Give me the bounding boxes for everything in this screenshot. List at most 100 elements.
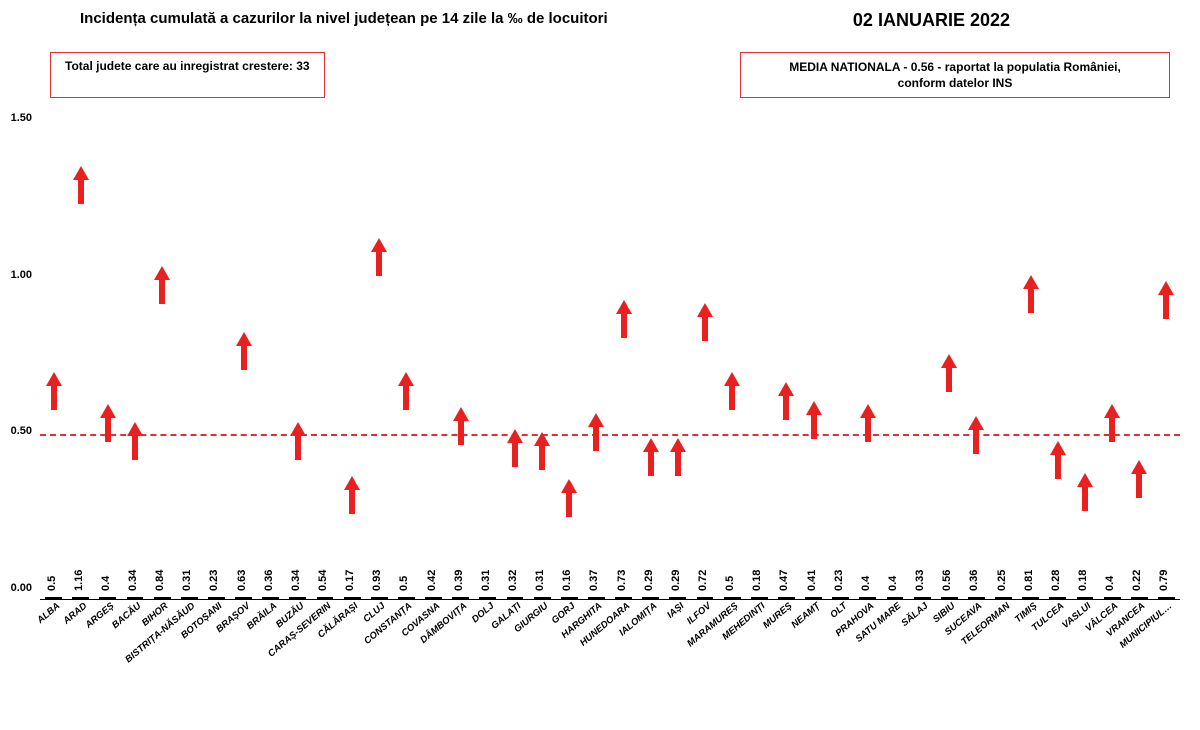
y-tick-label: 0.50 — [11, 425, 32, 437]
increase-arrow-icon — [74, 166, 88, 204]
bar — [208, 597, 225, 599]
bar-value-label: 1.16 — [73, 570, 85, 591]
bar-value-label: 0.31 — [534, 570, 546, 591]
bar — [235, 597, 252, 599]
increase-arrow-icon — [128, 422, 142, 460]
increase-arrow-icon — [589, 413, 603, 451]
bar — [45, 597, 62, 599]
y-axis: 0.000.501.001.50 — [5, 130, 40, 600]
x-category-label: NEAMȚ — [789, 601, 822, 631]
bar — [344, 597, 361, 599]
bar-value-label: 0.79 — [1158, 570, 1170, 591]
increase-arrow-icon — [671, 438, 685, 476]
increase-arrow-icon — [562, 479, 576, 517]
info-box-right: MEDIA NATIONALA - 0.56 - raportat la pop… — [740, 52, 1170, 98]
info-right-line1: MEDIA NATIONALA - 0.56 - raportat la pop… — [755, 59, 1155, 75]
bar — [588, 597, 605, 599]
increase-arrow-icon — [47, 372, 61, 410]
bar — [751, 597, 768, 599]
bar-value-label: 0.36 — [263, 570, 275, 591]
bar-value-label: 0.54 — [317, 570, 329, 591]
bar-value-label: 0.42 — [426, 570, 438, 591]
x-category-label: SĂLAJ — [900, 601, 931, 629]
increase-arrow-icon — [779, 382, 793, 420]
increase-arrow-icon — [969, 416, 983, 454]
bar — [941, 597, 958, 599]
increase-arrow-icon — [1132, 460, 1146, 498]
page-title: Incidența cumulată a cazurilor la nivel … — [80, 10, 608, 31]
bar-value-label: 0.31 — [181, 570, 193, 591]
increase-arrow-icon — [155, 266, 169, 304]
increase-arrow-icon — [535, 432, 549, 470]
increase-arrow-icon — [942, 354, 956, 392]
bar-value-label: 0.16 — [561, 570, 573, 591]
bar-value-label: 0.81 — [1023, 570, 1035, 591]
bar — [534, 597, 551, 599]
bar-value-label: 0.36 — [968, 570, 980, 591]
increase-arrow-icon — [399, 372, 413, 410]
bar — [615, 597, 632, 599]
bar-value-label: 0.93 — [371, 570, 383, 591]
x-category-label: BACĂU — [110, 601, 143, 631]
bar — [181, 597, 198, 599]
increase-arrow-icon — [291, 422, 305, 460]
bar-value-label: 0.4 — [1104, 576, 1116, 591]
bar-value-label: 0.5 — [724, 576, 736, 591]
bar — [1077, 597, 1094, 599]
increase-arrow-icon — [454, 407, 468, 445]
bar-value-label: 0.84 — [154, 570, 166, 591]
bar — [887, 597, 904, 599]
bar-value-label: 0.23 — [833, 570, 845, 591]
increase-arrow-icon — [237, 332, 251, 370]
x-category-label: IAȘI — [665, 601, 686, 621]
bar-value-label: 0.5 — [46, 576, 58, 591]
increase-arrow-icon — [1024, 275, 1038, 313]
bar-value-label: 0.4 — [100, 576, 112, 591]
increase-arrow-icon — [725, 372, 739, 410]
bar — [1049, 597, 1066, 599]
bar-value-label: 0.18 — [751, 570, 763, 591]
bar-value-label: 0.17 — [344, 570, 356, 591]
bar-value-label: 0.34 — [127, 570, 139, 591]
x-category-label: MUREȘ — [761, 601, 794, 631]
x-category-label: ALBA — [35, 601, 62, 626]
bar-value-label: 0.33 — [914, 570, 926, 591]
increase-arrow-icon — [1105, 404, 1119, 442]
bar — [832, 597, 849, 599]
bar-value-label: 0.31 — [480, 570, 492, 591]
plot-area: 0.5ALBA1.16ARAD0.4ARGEȘ0.34BACĂU0.84BIHO… — [40, 130, 1180, 600]
y-tick-label: 1.50 — [11, 112, 32, 124]
info-right-line2: conform datelor INS — [755, 75, 1155, 91]
bar-value-label: 0.47 — [778, 570, 790, 591]
bar-value-label: 0.29 — [670, 570, 682, 591]
bar-value-label: 0.18 — [1077, 570, 1089, 591]
date-title: 02 IANUARIE 2022 — [853, 10, 1010, 31]
increase-arrow-icon — [698, 303, 712, 341]
bar — [127, 597, 144, 599]
increase-arrow-icon — [807, 401, 821, 439]
bar-value-label: 0.73 — [616, 570, 628, 591]
y-tick-label: 1.00 — [11, 269, 32, 281]
increase-arrow-icon — [1078, 473, 1092, 511]
bar — [99, 597, 116, 599]
bar-value-label: 0.39 — [453, 570, 465, 591]
bar-value-label: 0.28 — [1050, 570, 1062, 591]
bar — [507, 597, 524, 599]
x-category-label: OLT — [828, 601, 849, 621]
increase-arrow-icon — [617, 300, 631, 338]
bar-value-label: 0.41 — [806, 570, 818, 591]
info-box-left: Total judete care au inregistrat crester… — [50, 52, 325, 98]
bar — [72, 597, 89, 599]
bar — [805, 597, 822, 599]
bar-value-label: 0.5 — [398, 576, 410, 591]
increase-arrow-icon — [644, 438, 658, 476]
bar — [398, 597, 415, 599]
bar — [1104, 597, 1121, 599]
bar — [859, 597, 876, 599]
increase-arrow-icon — [508, 429, 522, 467]
bar-value-label: 0.37 — [588, 570, 600, 591]
bar — [479, 597, 496, 599]
bar-value-label: 0.72 — [697, 570, 709, 591]
increase-arrow-icon — [345, 476, 359, 514]
bar — [154, 597, 171, 599]
